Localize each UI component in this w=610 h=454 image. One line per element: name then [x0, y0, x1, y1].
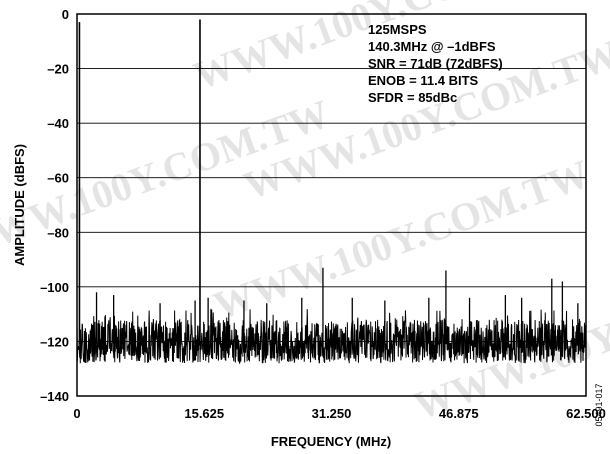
- y-tick-label: –120: [40, 334, 69, 349]
- x-tick-label: 62.500: [566, 406, 606, 421]
- annotation-line: 125MSPS: [368, 22, 427, 37]
- x-axis-title: FREQUENCY (MHz): [271, 434, 391, 449]
- figure-id: 05491-017: [594, 383, 604, 426]
- annotation-line: ENOB = 11.4 BITS: [368, 73, 479, 88]
- x-tick-label: 15.625: [184, 406, 224, 421]
- spectrum-trace: [76, 308, 587, 365]
- y-tick-label: –80: [47, 225, 69, 240]
- annotation-line: SNR = 71dB (72dBFS): [368, 56, 503, 71]
- y-tick-label: –20: [47, 62, 69, 77]
- y-tick-label: –100: [40, 280, 69, 295]
- noise-floor-trace: [76, 308, 587, 365]
- x-tick-label: 31.250: [312, 406, 352, 421]
- x-tick-label: 46.875: [439, 406, 479, 421]
- y-tick-labels: 0 –20 –40 –60 –80 –100 –120 –140: [40, 7, 69, 404]
- y-tick-label: 0: [62, 7, 69, 22]
- y-tick-label: –60: [47, 171, 69, 186]
- y-axis-title: AMPLITUDE (dBFS): [12, 144, 27, 266]
- plot-frame: [76, 13, 587, 397]
- spec-annotation-box: 125MSPS 140.3MHz @ –1dBFS SNR = 71dB (72dB…: [368, 22, 503, 105]
- y-tick-label: –40: [47, 116, 69, 131]
- x-tick-label: 0: [73, 406, 80, 421]
- annotation-line: SFDR = 85dBc: [368, 90, 457, 105]
- annotation-line: 140.3MHz @ –1dBFS: [368, 39, 496, 54]
- spectrum-peaks: [78, 19, 579, 345]
- y-tick-label: –140: [40, 389, 69, 404]
- x-tick-labels: 0 15.625 31.250 46.875 62.500: [73, 406, 606, 421]
